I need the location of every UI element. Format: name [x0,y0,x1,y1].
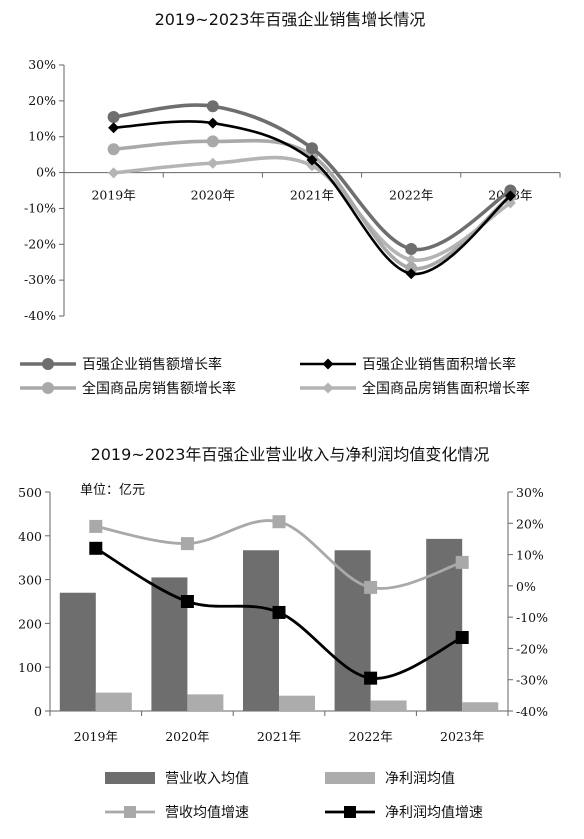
chart2-data-point [364,671,378,685]
chart1-data-point [306,154,318,166]
chart1-title: 2019~2023年百强企业销售增长情况 [155,10,426,29]
chart1-data-point [405,242,418,255]
chart1-data-point [108,122,120,134]
chart1-x-tick-label: 2021年 [290,188,334,203]
chart1-y-tick-label: -30% [24,272,56,287]
chart2-legend-label: 营收均值增速 [165,805,249,821]
chart2-legend-marker [344,806,356,818]
chart1-data-point [207,117,219,129]
chart2-plot: 500 400 300 200 100 0 30% 20% 10% 0% -10% -20% -30% -… [18,485,548,821]
chart2-legend-label: 营业收入均值 [165,771,249,787]
chart2-bar [243,550,279,711]
chart1-y-tick-label: -20% [24,236,56,251]
chart2-legend-marker [124,806,136,818]
chart2-right-tick-label: -10% [516,610,548,625]
chart1-data-point [405,254,417,266]
chart2-legend-label: 净利润均值 [385,771,455,787]
chart1-legend-marker [42,382,54,394]
chart2-data-point [455,630,469,644]
chart2-data-point [89,519,103,533]
chart1-legend-label: 百强企业销售额增长率 [82,356,222,373]
chart2-data-point [272,515,286,529]
chart2-right-tick-label: 10% [516,548,544,563]
chart2-bar [187,694,224,711]
chart2-x-tick-label: 2020年 [165,729,209,744]
chart2-legend-label: 净利润均值增速 [385,805,483,821]
chart1-legend-label: 全国商品房销售面积增长率 [362,380,530,397]
chart1-data-point [405,268,417,280]
chart2-bar [59,592,96,711]
chart1-y-tick-label: 0% [36,165,56,180]
chart2-data-point [364,580,378,594]
chart1-x-tick-label: 2019年 [91,188,135,203]
chart2-left-tick-label: 200 [18,616,42,631]
chart1-legend-label: 全国商品房销售额增长率 [82,380,236,397]
chart1-y-tick-label: -40% [24,308,56,323]
chart2-data-point [89,541,103,555]
chart1-series-line [113,120,512,276]
chart1-x-tick-label: 2022年 [389,188,433,203]
chart2-left-tick-label: 100 [18,660,42,675]
chart1-legend-marker [322,358,334,370]
chart2-right-tick-label: -30% [516,673,548,688]
chart1-data-point [306,142,318,155]
chart1-y-tick-label: 10% [28,129,56,144]
chart2-bar [462,702,499,711]
chart2-unit-label: 单位：亿元 [80,483,145,498]
chart2-title: 2019~2023年百强企业营业收入与净利润均值变化情况 [91,445,490,464]
chart1-y-tick-label: 30% [28,57,56,72]
chart1-data-point [206,100,219,113]
chart1-series-line [113,103,512,252]
chart1-legend-label: 百强企业销售面积增长率 [362,356,516,373]
chart2-right-tick-label: 0% [516,579,536,594]
chart2-bar [334,550,371,711]
chart1-plot: 30% 20% 10% 0% -10% -20% -30% -40% 2019年 2020年 202… [20,57,561,397]
chart2-x-tick-label: 2021年 [257,729,301,744]
chart2-x-tick-label: 2019年 [74,729,118,744]
chart2-bar [370,700,407,711]
chart2-bar [95,692,132,711]
chart1-data-point [107,143,120,156]
chart1-series-line [113,138,512,271]
chart2-data-point [455,555,469,569]
chart1-legend-marker [42,358,54,370]
chart1-legend-marker [322,382,334,394]
chart1-data-point [107,110,120,123]
chart2-right-tick-label: 30% [516,485,544,500]
chart2-left-tick-label: 300 [18,573,42,588]
chart1-data-point [206,135,219,148]
chart1-data-point [108,167,120,179]
chart2-bar [279,695,315,711]
chart2-legend-swatch [105,772,155,784]
chart2-data-point [180,537,194,551]
chart2-left-tick-label: 500 [18,485,42,500]
chart2-right-tick-label: -20% [516,641,548,656]
chart2-data-point [180,595,194,608]
chart2-left-tick-label: 0 [34,704,42,719]
chart2-data-point [272,605,286,619]
chart1-data-point [207,157,219,169]
chart1-y-tick-label: -10% [24,200,56,215]
chart1-series-line [113,155,512,262]
chart2-x-tick-label: 2022年 [348,729,392,744]
chart2-left-tick-label: 400 [18,529,42,544]
chart1-y-tick-label: 20% [28,93,56,108]
chart2-right-tick-label: -40% [516,704,548,719]
chart2-legend-swatch [325,772,375,784]
chart1-x-tick-label: 2020年 [191,188,235,203]
chart2-x-tick-label: 2023年 [440,729,484,744]
chart2-right-tick-label: 20% [516,516,544,531]
chart1-data-point [504,190,516,202]
